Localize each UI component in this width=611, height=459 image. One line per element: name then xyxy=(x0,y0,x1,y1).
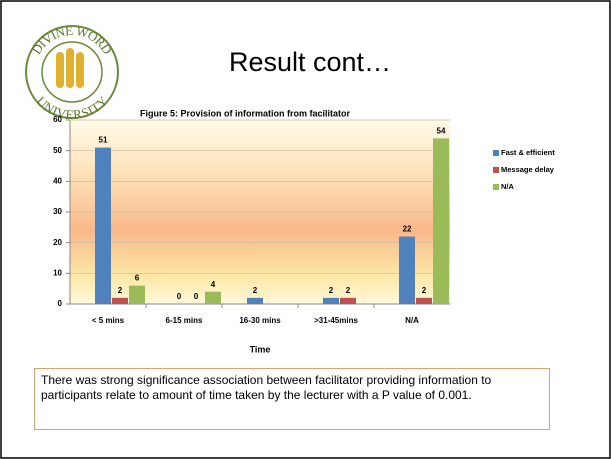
value-label: 2 xyxy=(329,286,334,295)
bar xyxy=(416,297,432,304)
x-tick-label: >31-45mins xyxy=(314,316,358,325)
slide-title: Result cont… xyxy=(229,47,391,77)
y-tick-label: 50 xyxy=(53,146,62,155)
x-tick-label: 6-15 mins xyxy=(166,316,203,325)
y-tick-label: 30 xyxy=(53,207,62,216)
bar xyxy=(247,297,263,304)
value-label: 2 xyxy=(253,286,258,295)
value-label: 0 xyxy=(177,292,182,301)
x-tick-label: 16-30 mins xyxy=(239,316,281,325)
bar xyxy=(433,138,449,304)
value-label: 22 xyxy=(403,225,412,234)
bar xyxy=(340,297,356,304)
value-label: 0 xyxy=(194,292,199,301)
chart-title: Figure 5: Provision of information from … xyxy=(140,108,351,118)
value-label: 51 xyxy=(99,136,108,145)
y-tick-label: 60 xyxy=(53,115,62,124)
value-label: 6 xyxy=(135,274,140,283)
value-label: 2 xyxy=(118,286,123,295)
bar xyxy=(112,297,128,304)
x-tick-label: N/A xyxy=(405,316,419,325)
y-tick-label: 40 xyxy=(53,176,62,185)
x-axis-label: Time xyxy=(250,344,271,354)
note: There was strong significance associatio… xyxy=(34,368,550,430)
legend-swatch xyxy=(493,167,499,173)
legend-label: Message delay xyxy=(501,165,555,174)
value-label: 2 xyxy=(422,286,427,295)
bar xyxy=(129,285,145,304)
bar xyxy=(399,236,415,304)
x-tick-label: < 5 mins xyxy=(92,316,125,325)
y-tick-label: 10 xyxy=(53,268,62,277)
bar xyxy=(95,147,111,304)
legend-swatch xyxy=(493,184,499,190)
value-label: 4 xyxy=(211,280,216,289)
legend-swatch xyxy=(493,150,499,156)
legend-label: Fast & efficient xyxy=(501,148,555,157)
value-label: 54 xyxy=(437,127,446,136)
legend-label: N/A xyxy=(501,182,515,191)
value-label: 2 xyxy=(346,286,351,295)
y-tick-label: 0 xyxy=(58,299,63,308)
bar xyxy=(323,297,339,304)
logo: DIVINE WORD UNIVERSITY xyxy=(25,23,119,122)
y-tick-label: 20 xyxy=(53,238,62,247)
bar xyxy=(205,291,221,304)
